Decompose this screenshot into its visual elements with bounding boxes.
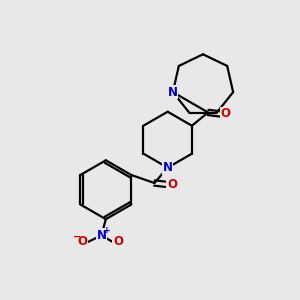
Text: N: N bbox=[168, 85, 178, 99]
Text: N: N bbox=[163, 161, 173, 174]
Text: N: N bbox=[96, 229, 106, 242]
Text: O: O bbox=[78, 236, 88, 248]
Text: O: O bbox=[221, 107, 231, 120]
Text: −: − bbox=[73, 232, 81, 242]
Text: O: O bbox=[167, 178, 177, 191]
Text: +: + bbox=[103, 226, 110, 235]
Text: O: O bbox=[113, 236, 123, 248]
